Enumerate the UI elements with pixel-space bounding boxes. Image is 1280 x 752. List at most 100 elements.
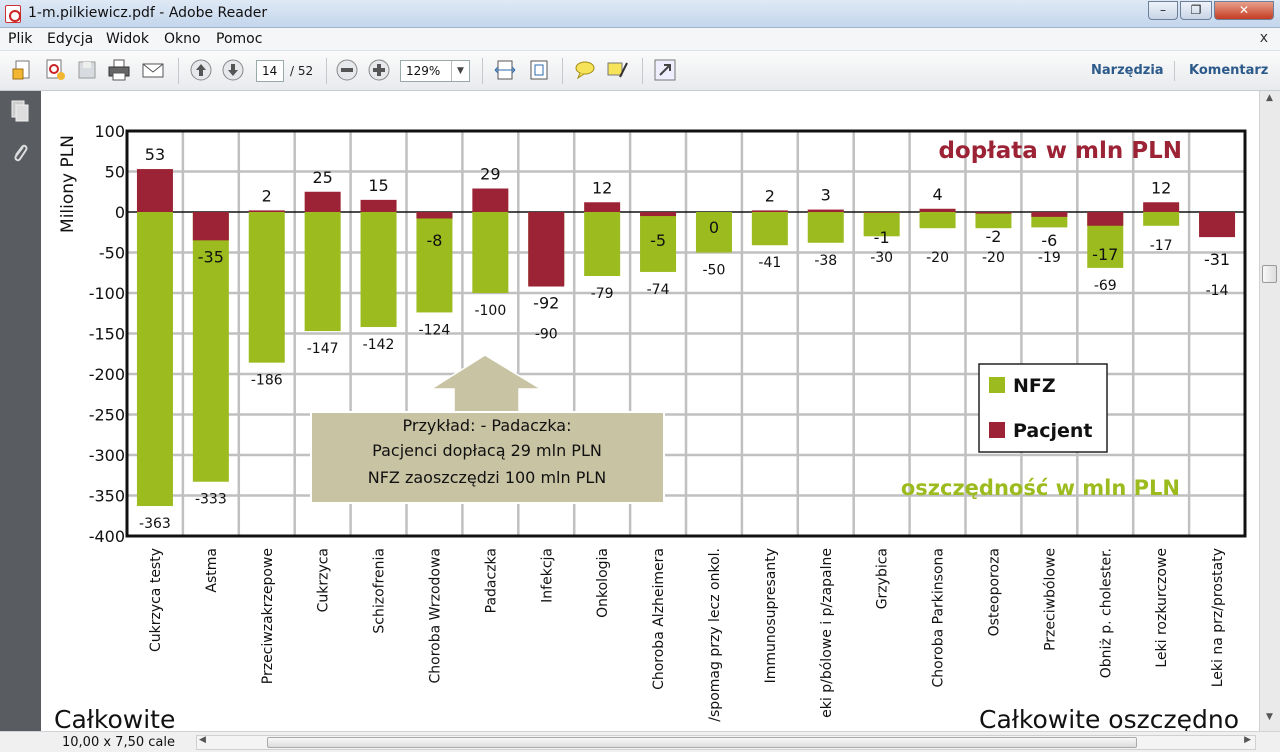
add-comment-button[interactable] xyxy=(572,57,598,83)
fit-width-button[interactable] xyxy=(492,57,518,83)
fit-page-button[interactable] xyxy=(526,57,552,83)
previous-page-button[interactable] xyxy=(188,57,214,83)
horizontal-scrollbar[interactable]: ◀ ▶ xyxy=(196,735,1256,750)
bar-nfz xyxy=(695,212,732,253)
callout-line-1: Przykład: - Padaczka: xyxy=(403,416,572,435)
arrow-up-circle-icon xyxy=(190,59,212,81)
highlight-text-icon xyxy=(607,62,628,78)
zoom-in-button[interactable] xyxy=(366,57,392,83)
close-document-icon[interactable]: x xyxy=(1259,30,1268,46)
bar-pacjent xyxy=(807,209,844,212)
vertical-scrollbar[interactable]: ▲ ▼ xyxy=(1259,91,1280,731)
document-view[interactable]: 100 50 0 -50 -100 -150 -200 -250 -300 -350 -400 -36… xyxy=(41,91,1259,731)
tools-link[interactable]: Narzędzia xyxy=(1091,63,1164,78)
x-tick-label: Przeciwzakrzepowe xyxy=(260,548,276,684)
open-button[interactable] xyxy=(10,57,36,83)
attachments-panel-button[interactable] xyxy=(9,141,31,165)
comment-link[interactable]: Komentarz xyxy=(1189,63,1269,78)
toolbar: 14 / 52 129% ▼ Narzędzia Komentarz xyxy=(0,51,1280,91)
y-tick-label: -100 xyxy=(89,284,125,303)
scroll-left-arrow-icon[interactable]: ◀ xyxy=(199,735,206,745)
minimize-icon: – xyxy=(1160,3,1166,17)
scroll-up-arrow-icon[interactable]: ▲ xyxy=(1266,93,1273,103)
printer-icon xyxy=(108,59,130,81)
bar-nfz xyxy=(640,212,677,272)
bar-pacjent xyxy=(751,210,788,212)
expand-button[interactable] xyxy=(652,57,678,83)
menu-item-edycja[interactable]: Edycja xyxy=(47,31,94,47)
page-number-input[interactable]: 14 xyxy=(256,60,284,82)
horizontal-scroll-thumb[interactable] xyxy=(267,737,1137,748)
data-label-pacjent: 15 xyxy=(368,176,388,195)
x-tick-label: Padaczka xyxy=(483,548,499,613)
y-tick-label: -350 xyxy=(89,487,125,506)
bar-pacjent xyxy=(416,212,453,219)
minus-circle-icon xyxy=(336,59,358,81)
minimize-button[interactable]: – xyxy=(1148,1,1178,20)
legend: NFZ Pacjent xyxy=(978,363,1108,453)
chart: 100500-50-100-150-200-250-300-350-400-36… xyxy=(54,122,1247,731)
legend-label-pacjent: Pacjent xyxy=(1013,420,1093,442)
data-label-pacjent: -35 xyxy=(198,247,224,266)
data-label-nfz: -186 xyxy=(251,373,283,389)
menu-item-pomoc[interactable]: Pomoc xyxy=(216,31,263,47)
data-label-nfz: -79 xyxy=(591,286,614,302)
paperclip-icon xyxy=(14,144,28,162)
bar-pacjent xyxy=(472,188,509,212)
menu-item-okno[interactable]: Okno xyxy=(164,31,201,47)
toolbar-separator xyxy=(326,58,327,84)
bar-pacjent xyxy=(248,210,285,212)
zoom-out-button[interactable] xyxy=(334,57,360,83)
y-tick-label: 0 xyxy=(115,203,125,222)
navigation-panel xyxy=(0,91,41,752)
data-label-pacjent: -1 xyxy=(874,228,890,247)
legend-swatch-nfz xyxy=(989,377,1005,393)
x-tick-label: /spomag przy lecz onkol. xyxy=(707,548,723,722)
menu-item-plik[interactable]: Plik xyxy=(8,31,33,47)
data-label-pacjent: -6 xyxy=(1041,231,1057,250)
close-button[interactable]: ✕ xyxy=(1214,1,1274,20)
fit-page-icon xyxy=(530,60,548,80)
page-size-label: 10,00 x 7,50 cale xyxy=(62,735,175,750)
data-label-nfz: -19 xyxy=(1038,250,1061,266)
data-label-pacjent: -2 xyxy=(985,227,1001,246)
chevron-down-icon: ▼ xyxy=(451,61,469,81)
highlight-button[interactable] xyxy=(604,57,630,83)
x-tick-label: Cukrzyca testy xyxy=(148,548,164,652)
menu-item-widok[interactable]: Widok xyxy=(106,31,149,47)
next-page-button[interactable] xyxy=(220,57,246,83)
scroll-right-arrow-icon[interactable]: ▶ xyxy=(1244,735,1251,745)
restore-button[interactable]: ❐ xyxy=(1180,1,1212,20)
legend-label-nfz: NFZ xyxy=(1013,375,1056,397)
page-total: / 52 xyxy=(290,64,314,78)
status-bar: 10,00 x 7,50 cale ◀ ▶ xyxy=(0,731,1280,752)
vertical-scroll-thumb[interactable] xyxy=(1262,265,1277,283)
create-pdf-button[interactable] xyxy=(42,57,68,83)
plus-circle-icon xyxy=(368,59,390,81)
bottom-left-text: Całkowite xyxy=(54,705,175,731)
save-icon xyxy=(78,61,96,79)
y-tick-label: -250 xyxy=(89,406,125,425)
x-tick-label: Leki na prz/prostaty xyxy=(1210,548,1226,687)
sticky-note-icon xyxy=(575,61,595,80)
save-button[interactable] xyxy=(74,57,100,83)
oszczednosc-annotation: oszczędność w mln PLN xyxy=(901,476,1180,500)
bar-pacjent xyxy=(1031,212,1068,217)
print-button[interactable] xyxy=(106,57,132,83)
data-label-nfz: -100 xyxy=(474,303,506,319)
callout-line-2: Pacjenci dopłacą 29 mln PLN xyxy=(372,441,602,460)
data-label-pacjent: 12 xyxy=(592,178,612,197)
data-label-nfz: -14 xyxy=(1206,283,1229,299)
create-pdf-icon xyxy=(46,59,65,80)
data-label-pacjent: 2 xyxy=(262,186,272,205)
bottom-right-text: Całkowite oszczędno xyxy=(979,705,1239,731)
scroll-down-arrow-icon[interactable]: ▼ xyxy=(1266,712,1273,722)
email-button[interactable] xyxy=(140,57,166,83)
data-label-nfz: -124 xyxy=(419,322,451,338)
data-label-pacjent: -5 xyxy=(650,231,666,250)
y-tick-label: 50 xyxy=(105,163,125,182)
pages-panel-button[interactable] xyxy=(9,99,31,123)
bar-pacjent xyxy=(1143,202,1180,212)
zoom-select[interactable]: 129% ▼ xyxy=(400,60,470,82)
data-label-nfz: -69 xyxy=(1094,278,1117,294)
